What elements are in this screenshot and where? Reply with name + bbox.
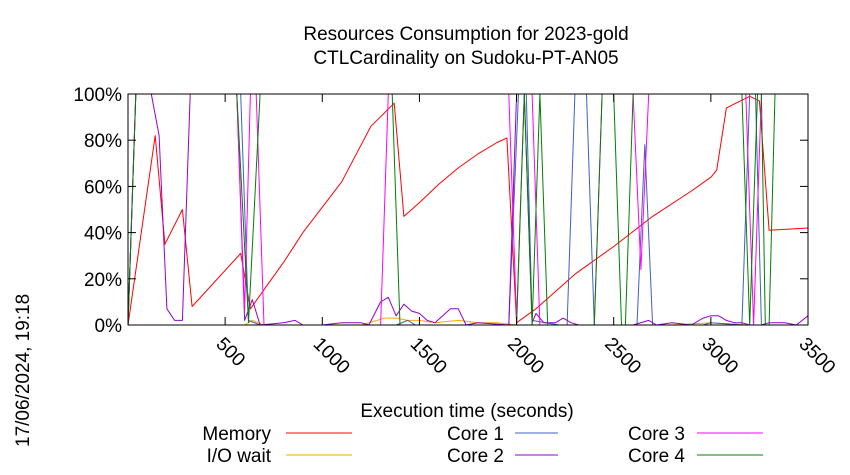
- y-tick-label: 40%: [84, 224, 122, 245]
- chart-title: Resources Consumption for 2023-gold: [303, 24, 628, 45]
- legend-label-core-1: Core 1: [447, 424, 504, 445]
- y-tick-label: 60%: [84, 177, 122, 198]
- legend-label-core-4: Core 4: [628, 446, 685, 467]
- legend-label-core-3: Core 3: [628, 424, 685, 445]
- x-axis-label: Execution time (seconds): [360, 401, 573, 422]
- y-axis: 0% 20% 40% 60% 80% 100%: [73, 85, 808, 337]
- y-tick-label: 20%: [84, 270, 122, 291]
- legend-label-core-2: Core 2: [447, 446, 504, 467]
- plot-frame: [127, 93, 809, 326]
- chart-subtitle: CTLCardinality on Sudoku-PT-AN05: [313, 48, 618, 69]
- timestamp-label: 17/06/2024, 19:18: [13, 294, 34, 447]
- legend-label-i-o-wait: I/O wait: [207, 446, 272, 467]
- y-tick-label: 80%: [84, 131, 122, 152]
- legend-label-memory: Memory: [202, 424, 271, 445]
- y-tick-label: 100%: [73, 85, 122, 106]
- y-tick-label: 0%: [95, 316, 123, 337]
